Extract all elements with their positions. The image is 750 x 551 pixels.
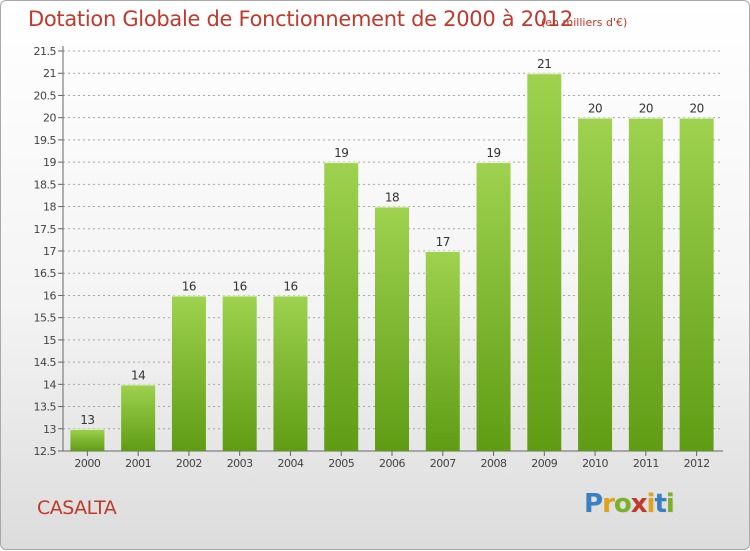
bar (273, 295, 308, 451)
data-label: 20 (689, 102, 703, 116)
y-tick-label: 19 (43, 156, 56, 169)
x-tick-label: 2009 (531, 457, 557, 470)
y-tick-label: 20 (43, 112, 56, 125)
y-tick-label: 17 (43, 245, 56, 258)
y-tick-label: 12.5 (34, 445, 57, 458)
y-tick-label: 17.5 (34, 223, 57, 236)
bar (425, 251, 460, 451)
x-tick-label: 2012 (684, 457, 710, 470)
x-tick-label: 2003 (227, 457, 253, 470)
data-label: 16 (283, 279, 297, 293)
bar (121, 384, 156, 451)
y-tick-label: 13.5 (34, 401, 57, 414)
y-tick-label: 18 (43, 201, 56, 214)
chart-subtitle: (en milliers d'€) (541, 16, 628, 29)
axes: 12.5 13 13.5 14 14.5 15 15.5 16 16.5 17 17.5 18 18.5… (34, 45, 723, 458)
data-label: 19 (486, 146, 500, 160)
x-tick-label: 2010 (582, 457, 608, 470)
y-tick-label: 16 (43, 289, 56, 302)
y-tick-label: 15 (43, 334, 56, 347)
bar (527, 73, 562, 451)
y-tick-label: 19.5 (34, 134, 57, 147)
x-tick-label: 2000 (74, 457, 100, 470)
x-tick-label: 2008 (481, 457, 507, 470)
x-tick-label: 2011 (633, 457, 659, 470)
bar (171, 295, 206, 451)
bar (70, 428, 105, 451)
y-tick-label: 14 (43, 378, 56, 391)
x-tick-label: 2001 (125, 457, 151, 470)
data-label: 19 (334, 146, 348, 160)
y-tick-label: 18.5 (34, 178, 57, 191)
y-tick-label: 21.5 (34, 45, 57, 58)
bar (628, 117, 663, 452)
y-tick-label: 13 (43, 423, 56, 436)
data-label: 20 (639, 102, 653, 116)
bar (578, 117, 613, 452)
bar (222, 295, 257, 451)
y-tick-label: 14.5 (34, 356, 57, 369)
data-label: 21 (537, 57, 551, 71)
y-tick-label: 20.5 (34, 89, 57, 102)
bars (70, 73, 714, 452)
data-label: 17 (436, 235, 450, 249)
x-tick-label: 2006 (379, 457, 405, 470)
data-label: 14 (131, 368, 145, 382)
x-tick-label: 2005 (328, 457, 354, 470)
proxiti-logo: Proxiti (584, 489, 675, 519)
y-tick-label: 15.5 (34, 312, 57, 325)
bar (476, 162, 511, 451)
data-label: 18 (385, 191, 399, 205)
data-label: 16 (233, 279, 247, 293)
city-name: CASALTA (37, 497, 117, 519)
bar (324, 162, 359, 451)
data-label: 13 (80, 413, 94, 427)
x-tick-label: 2004 (277, 457, 303, 470)
chart-title: Dotation Globale de Fonctionnement de 20… (28, 7, 573, 31)
x-tick-label: 2002 (176, 457, 202, 470)
data-label: 16 (182, 279, 196, 293)
x-tick-label: 2007 (430, 457, 456, 470)
y-tick-label: 21 (43, 67, 56, 80)
y-tick-label: 16.5 (34, 267, 57, 280)
bar (679, 117, 714, 452)
bar (375, 206, 409, 451)
labels: 13 2000 14 2001 16 2002 16 2003 16 2004 19 2005 18 20… (74, 57, 710, 470)
data-label: 20 (588, 102, 602, 116)
